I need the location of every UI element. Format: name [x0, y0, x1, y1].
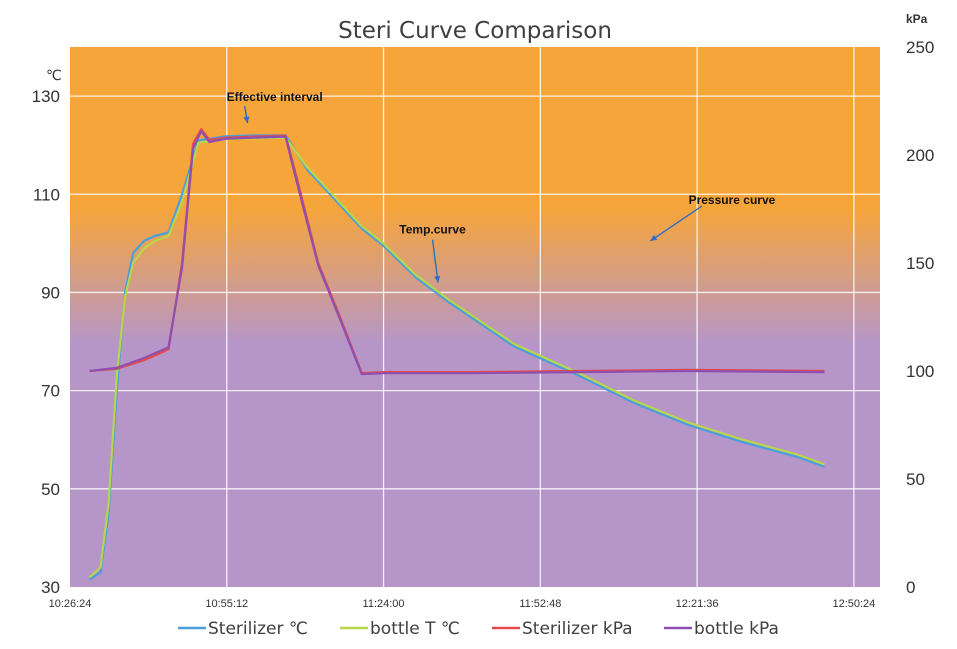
y-left-tick-label: 90: [41, 283, 60, 302]
annotation-arrowhead: [650, 234, 658, 241]
y-left-tick-label: 50: [41, 480, 60, 499]
chart-title: Steri Curve Comparison: [338, 18, 612, 44]
y-left-tick-label: 30: [41, 578, 60, 597]
y-right-tick-label: 100: [906, 362, 934, 381]
y-right-tick-label: 250: [906, 38, 934, 57]
annotation-arrow: [431, 239, 439, 283]
x-tick-label: 12:50:24: [832, 598, 875, 610]
x-tick-label: 11:24:00: [363, 598, 405, 610]
x-tick-label: 12:21:36: [676, 598, 719, 610]
x-tick-label: 10:26:24: [49, 598, 92, 610]
y-right-unit-label: kPa: [906, 12, 928, 26]
annotation-label: Pressure curve: [689, 193, 776, 207]
series-line-4: [89, 130, 825, 376]
x-tick-label: 10:55:12: [205, 598, 248, 610]
x-tick-label: 11:52:48: [519, 598, 561, 610]
legend: Sterilizer ℃ bottle T ℃ Sterilizer kPa bott…: [178, 619, 779, 639]
y-right-tick-label: 0: [906, 578, 915, 597]
legend-label: bottle kPa: [694, 619, 779, 639]
annotation-arrowhead: [434, 276, 441, 283]
annotation-arrow: [649, 205, 703, 242]
y-left-tick-label: 110: [33, 185, 60, 204]
y-right-tick-label: 50: [906, 470, 925, 489]
legend-label: Sterilizer kPa: [522, 619, 633, 639]
y-left-tick-label: 70: [41, 382, 60, 401]
legend-label: Sterilizer ℃: [208, 619, 308, 639]
y-right-tick-label: 200: [906, 146, 934, 165]
legend-label: bottle T ℃: [370, 619, 460, 639]
annotation-arrowhead: [243, 116, 250, 124]
series-line-2: [88, 136, 825, 579]
annotation-label: Temp.curve: [399, 223, 466, 237]
series-lines: [88, 128, 825, 581]
annotations: Effective interval Temp.curve Pressure cur…: [227, 90, 776, 283]
y-right-tick-label: 150: [906, 254, 934, 273]
series-line-1: [88, 134, 825, 581]
y-left-unit-label: ℃: [46, 67, 62, 83]
annotation-label: Effective interval: [227, 90, 323, 104]
y-left-tick-label: 130: [32, 87, 60, 106]
gridlines: [70, 47, 880, 587]
axes: 30 50 70 90 110 130 0 50 100 150 200 250 10:26:24 10:…: [32, 38, 935, 610]
